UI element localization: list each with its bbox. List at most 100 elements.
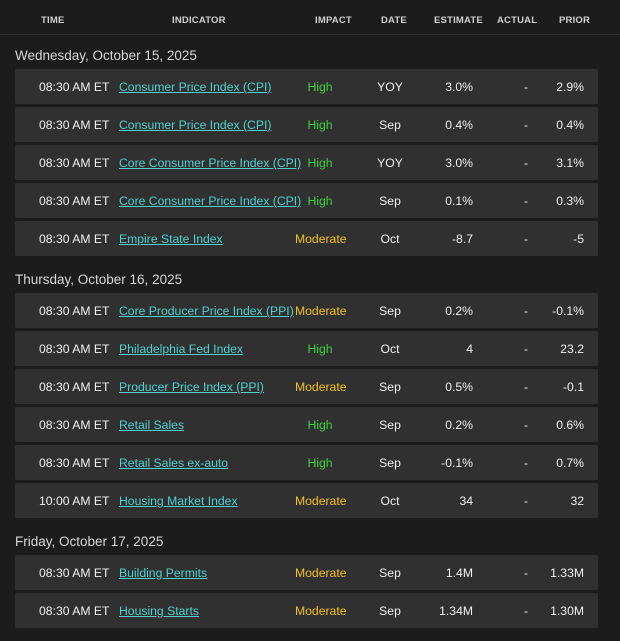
impact-badge: Moderate (295, 304, 347, 318)
indicator-link[interactable]: Core Producer Price Index (PPI) (119, 304, 294, 318)
estimate-value: 4 (466, 342, 473, 356)
indicator-link[interactable]: Empire State Index (119, 232, 223, 246)
indicator-link[interactable]: Consumer Price Index (CPI) (119, 80, 272, 94)
estimate-value: 0.2% (445, 304, 473, 318)
table-row: 08:30 AM ET Retail Sales High Sep 0.2% - 0.6% (15, 407, 598, 442)
event-time: 08:30 AM ET (39, 380, 110, 394)
actual-value: - (523, 418, 528, 432)
period-label: Sep (379, 604, 401, 618)
impact-badge: High (307, 456, 333, 470)
event-time: 08:30 AM ET (39, 194, 110, 208)
table-row: 08:30 AM ET Core Producer Price Index (PP… (15, 293, 598, 328)
period-label: YOY (377, 80, 403, 94)
event-time: 08:30 AM ET (39, 456, 110, 470)
estimate-value: 3.0% (445, 80, 473, 94)
actual-value: - (523, 194, 528, 208)
actual-value: - (523, 494, 528, 508)
actual-value: - (523, 456, 528, 470)
period-label: Sep (379, 304, 401, 318)
table-row: 08:30 AM ET Empire State Index Moderate Oct… (15, 221, 598, 256)
period-label: YOY (377, 156, 403, 170)
prior-value: 2.9% (556, 80, 584, 94)
event-time: 08:30 AM ET (39, 566, 110, 580)
actual-value: - (523, 118, 528, 132)
estimate-value: -8.7 (451, 232, 473, 246)
column-header-indicator[interactable]: INDICATOR (172, 15, 226, 26)
period-label: Oct (380, 342, 400, 356)
indicator-link[interactable]: Retail Sales ex-auto (119, 456, 229, 470)
table-header: TIME INDICATOR IMPACT DATE ESTIMATE ACTU… (0, 0, 620, 35)
table-row: 08:30 AM ET Building Permits Moderate Sep 1.… (15, 555, 598, 590)
period-label: Sep (379, 418, 401, 432)
event-list: 08:30 AM ET Core Producer Price Index (PP… (0, 293, 620, 518)
impact-badge: Moderate (295, 566, 347, 580)
event-time: 08:30 AM ET (39, 604, 110, 618)
event-time: 08:30 AM ET (39, 156, 110, 170)
period-label: Sep (379, 380, 401, 394)
column-header-time[interactable]: TIME (41, 15, 65, 26)
actual-value: - (523, 304, 528, 318)
indicator-link[interactable]: Philadelphia Fed Index (119, 342, 243, 356)
period-label: Sep (379, 194, 401, 208)
table-row: 08:30 AM ET Consumer Price Index (CPI) Hig… (15, 107, 598, 142)
actual-value: - (523, 380, 528, 394)
event-time: 08:30 AM ET (39, 418, 110, 432)
prior-value: 0.3% (556, 194, 584, 208)
actual-value: - (523, 342, 528, 356)
indicator-link[interactable]: Retail Sales (119, 418, 185, 432)
event-time: 08:30 AM ET (39, 342, 110, 356)
event-time: 08:30 AM ET (39, 232, 110, 246)
period-label: Sep (379, 456, 401, 470)
prior-value: 0.6% (556, 418, 584, 432)
column-header-estimate[interactable]: ESTIMATE (434, 15, 483, 26)
calendar-body: Wednesday, October 15, 2025 08:30 AM ET Co… (0, 35, 620, 628)
period-label: Sep (379, 118, 401, 132)
impact-badge: High (307, 194, 333, 208)
estimate-value: 0.4% (445, 118, 473, 132)
day-title: Friday, October 17, 2025 (15, 534, 164, 549)
impact-badge: Moderate (295, 604, 347, 618)
actual-value: - (523, 604, 528, 618)
table-row: 08:30 AM ET Core Consumer Price Index (CP… (15, 145, 598, 180)
day-section: Thursday, October 16, 2025 08:30 AM ET Cor… (0, 259, 620, 518)
prior-value: 0.7% (556, 456, 584, 470)
impact-badge: High (307, 418, 333, 432)
day-title: Wednesday, October 15, 2025 (15, 48, 197, 63)
column-header-date[interactable]: DATE (381, 15, 407, 26)
prior-value: -0.1% (552, 304, 584, 318)
table-row: 10:00 AM ET Housing Market Index Moderate O… (15, 483, 598, 518)
prior-value: 23.2 (560, 342, 584, 356)
estimate-value: 0.2% (445, 418, 473, 432)
indicator-link[interactable]: Producer Price Index (PPI) (119, 380, 264, 394)
indicator-link[interactable]: Consumer Price Index (CPI) (119, 118, 272, 132)
event-list: 08:30 AM ET Building Permits Moderate Sep 1.… (0, 555, 620, 628)
estimate-value: 0.5% (445, 380, 473, 394)
event-list: 08:30 AM ET Consumer Price Index (CPI) Hig… (0, 69, 620, 256)
prior-value: 1.33M (550, 566, 584, 580)
impact-badge: High (307, 156, 333, 170)
event-time: 08:30 AM ET (39, 80, 110, 94)
indicator-link[interactable]: Housing Market Index (119, 494, 238, 508)
table-row: 08:30 AM ET Philadelphia Fed Index High Oct… (15, 331, 598, 366)
indicator-link[interactable]: Building Permits (119, 566, 208, 580)
actual-value: - (523, 80, 528, 94)
impact-badge: Moderate (295, 232, 347, 246)
impact-badge: Moderate (295, 494, 347, 508)
prior-value: 3.1% (556, 156, 584, 170)
indicator-link[interactable]: Housing Starts (119, 604, 199, 618)
estimate-value: 1.34M (439, 604, 473, 618)
indicator-link[interactable]: Core Consumer Price Index (CPI) (119, 194, 302, 208)
indicator-link[interactable]: Core Consumer Price Index (CPI) (119, 156, 302, 170)
event-time: 10:00 AM ET (39, 494, 110, 508)
period-label: Oct (380, 494, 400, 508)
table-row: 08:30 AM ET Retail Sales ex-auto High Sep -0… (15, 445, 598, 480)
estimate-value: -0.1% (441, 456, 473, 470)
column-header-prior[interactable]: PRIOR (559, 15, 591, 26)
prior-value: 32 (570, 494, 584, 508)
column-header-actual[interactable]: ACTUAL (497, 15, 538, 26)
actual-value: - (523, 232, 528, 246)
estimate-value: 34 (459, 494, 473, 508)
prior-value: 1.30M (550, 604, 584, 618)
column-header-impact[interactable]: IMPACT (315, 15, 352, 26)
impact-badge: High (307, 118, 333, 132)
